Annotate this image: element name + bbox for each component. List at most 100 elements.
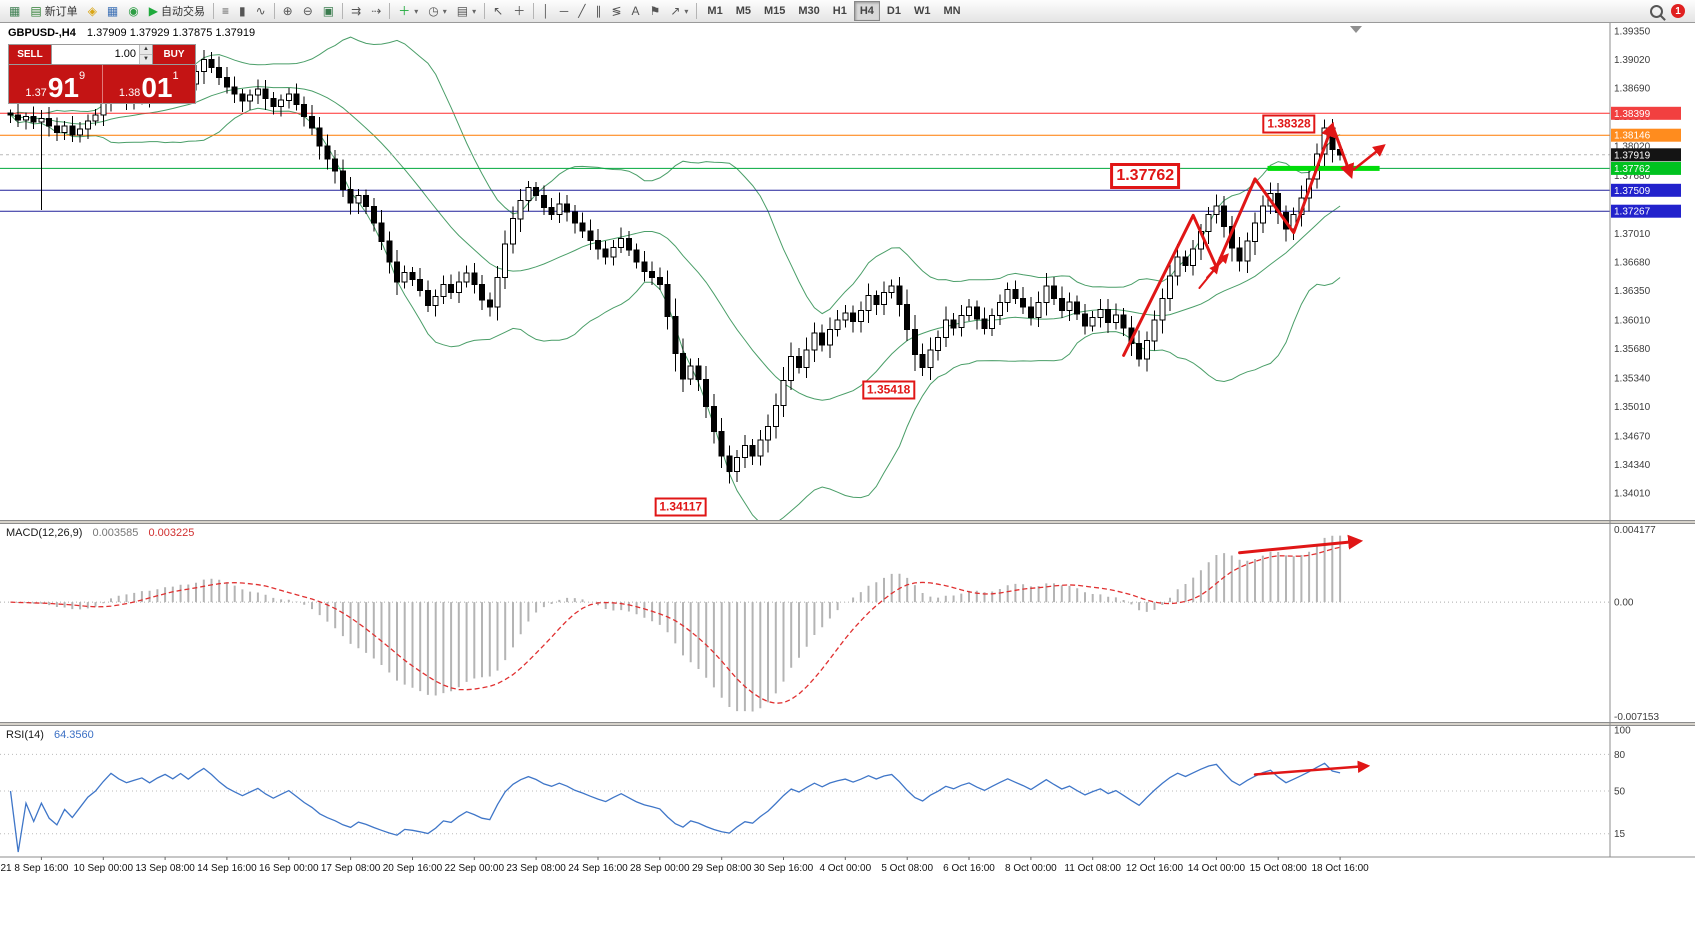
price-annotation-1.35418[interactable]: 1.35418 bbox=[861, 380, 916, 400]
tile-windows-button[interactable]: ▣ bbox=[318, 0, 339, 22]
periods-icon: ◷ bbox=[428, 4, 439, 18]
zoom-in-button[interactable]: ⊕ bbox=[278, 0, 298, 22]
sell-button[interactable]: SELL bbox=[9, 45, 51, 64]
time-axis-label: 17 Sep 08:00 bbox=[321, 863, 381, 874]
time-axis-label: 11 Oct 08:00 bbox=[1064, 863, 1121, 874]
price-axis-label: 1.37010 bbox=[1614, 229, 1651, 240]
trend-arrow[interactable] bbox=[1352, 144, 1386, 171]
navigator-button[interactable]: ▦ bbox=[102, 0, 123, 22]
trendline-button[interactable]: ╱ bbox=[573, 0, 590, 22]
macd-pane[interactable] bbox=[0, 534, 1610, 712]
periods-button[interactable]: ◷ ▾ bbox=[423, 0, 452, 22]
trend-arrow[interactable] bbox=[1122, 121, 1336, 357]
vertical-line-button[interactable]: │ bbox=[537, 0, 555, 22]
auto-trading-button[interactable]: ▶ 自动交易 bbox=[144, 0, 210, 22]
stepper-up-icon[interactable]: ▲ bbox=[140, 45, 152, 55]
shapes-button[interactable]: ↗ ▾ bbox=[665, 0, 693, 22]
crosshair-button[interactable]: ＋ bbox=[508, 0, 530, 22]
fibonacci-button[interactable]: ≶ bbox=[606, 0, 626, 22]
buy-price-button[interactable]: 1.38 01 1 bbox=[102, 65, 195, 103]
channel-button[interactable]: ∥ bbox=[590, 0, 606, 22]
rsi-axis-label: 100 bbox=[1614, 726, 1631, 737]
rsi-trend-arrow[interactable] bbox=[1253, 760, 1371, 776]
auto-scroll-button[interactable]: ⇉ bbox=[346, 0, 366, 22]
cursor-button[interactable]: ↖ bbox=[488, 0, 508, 22]
timeframe-h1-button[interactable]: H1 bbox=[832, 5, 847, 17]
support-highlight-segment[interactable] bbox=[1267, 165, 1380, 171]
macd-axis-zero: 0.00 bbox=[1614, 598, 1634, 609]
stepper-down-icon[interactable]: ▼ bbox=[140, 55, 152, 64]
timeframe-h4-button[interactable]: H4 bbox=[853, 1, 880, 21]
search-icon[interactable] bbox=[1650, 4, 1663, 18]
pane-divider bbox=[0, 520, 1695, 726]
time-axis-label: 4 Oct 00:00 bbox=[819, 863, 871, 874]
bar-chart-button[interactable]: ≡ bbox=[217, 0, 234, 22]
templates-button[interactable]: ▤ ▾ bbox=[452, 0, 481, 22]
indicators-icon: ＋ bbox=[398, 4, 411, 18]
timeframe-m15-button[interactable]: M15 bbox=[763, 5, 786, 17]
time-axis-label: 28 Sep 00:00 bbox=[630, 863, 690, 874]
sell-price-button[interactable]: 1.37 91 9 bbox=[9, 65, 103, 103]
buy-button[interactable]: BUY bbox=[153, 45, 195, 64]
timeframe-d1-button[interactable]: D1 bbox=[886, 5, 901, 17]
price-axis-label: 1.34340 bbox=[1614, 460, 1651, 471]
lot-size-stepper[interactable]: ▲ ▼ bbox=[139, 45, 152, 64]
price-tag bbox=[1611, 183, 1681, 197]
text-button[interactable]: A bbox=[627, 0, 645, 22]
price-axis[interactable]: 1.393501.390201.386901.383601.380201.376… bbox=[1609, 22, 1681, 857]
price-annotation-1.38328[interactable]: 1.38328 bbox=[1262, 114, 1316, 134]
price-axis-label: 1.38020 bbox=[1614, 142, 1651, 153]
price-tag-label: 1.37762 bbox=[1614, 164, 1651, 175]
time-axis-label: 8 Sep 2021 bbox=[0, 863, 12, 874]
timeframe-w1-button[interactable]: W1 bbox=[913, 5, 931, 17]
main-price-pane[interactable] bbox=[0, 26, 1610, 526]
zoom-out-button[interactable]: ⊖ bbox=[298, 0, 318, 22]
time-axis-label: 15 Oct 08:00 bbox=[1250, 863, 1308, 874]
timeframe-m1-button[interactable]: M1 bbox=[707, 5, 723, 17]
chart-shift-marker[interactable] bbox=[1350, 26, 1362, 33]
candlestick-button[interactable]: ▮ bbox=[234, 0, 251, 22]
auto-trading-icon: ▶ bbox=[148, 4, 158, 18]
timeframe-m5-button[interactable]: M5 bbox=[735, 5, 751, 17]
time-axis-label: 29 Sep 08:00 bbox=[692, 863, 752, 874]
horizontal-line-button[interactable]: ─ bbox=[555, 0, 574, 22]
lot-size-value[interactable]: 1.00 bbox=[114, 48, 136, 60]
rsi-axis-label: 80 bbox=[1614, 750, 1626, 761]
new-chart-button[interactable]: ▦ bbox=[4, 0, 25, 22]
shapes-icon: ↗ bbox=[670, 4, 681, 18]
line-chart-button[interactable]: ∿ bbox=[251, 0, 271, 22]
price-tag-label: 1.38146 bbox=[1614, 131, 1651, 142]
price-annotation-1.34117[interactable]: 1.34117 bbox=[654, 497, 708, 517]
marketwatch-button[interactable]: ◈ bbox=[83, 0, 102, 22]
price-tag bbox=[1611, 106, 1681, 120]
time-axis-label: 23 Sep 08:00 bbox=[506, 863, 566, 874]
time-axis-label: 5 Oct 08:00 bbox=[881, 863, 933, 874]
terminal-button[interactable]: ◉ bbox=[123, 0, 143, 22]
sell-price-prefix: 1.37 bbox=[25, 87, 47, 99]
channel-icon: ∥ bbox=[595, 4, 602, 18]
new-order-button[interactable]: ▤ 新订单 bbox=[25, 0, 82, 22]
new-order-button-label: 新订单 bbox=[44, 6, 78, 18]
chart-ohlc-header: GBPUSD-,H4 1.37909 1.37929 1.37875 1.379… bbox=[8, 27, 255, 39]
timeframe-mn-button[interactable]: MN bbox=[943, 5, 961, 17]
macd-trend-arrow[interactable] bbox=[1238, 534, 1364, 555]
timeframe-m30-button[interactable]: M30 bbox=[798, 5, 820, 17]
chart-shift-button[interactable]: ⇢ bbox=[366, 0, 386, 22]
lot-size-field[interactable]: 1.00 ▲ ▼ bbox=[51, 45, 153, 64]
price-axis-label: 1.39020 bbox=[1614, 55, 1651, 66]
label-button[interactable]: ⚑ bbox=[645, 0, 666, 22]
rsi-pane[interactable] bbox=[0, 753, 1610, 853]
chart-shift-icon: ⇢ bbox=[371, 4, 382, 18]
trend-arrow[interactable] bbox=[1330, 123, 1355, 180]
notification-badge[interactable]: 1 bbox=[1671, 4, 1685, 18]
toolbar-separator bbox=[212, 3, 214, 19]
indicators-button[interactable]: ＋ ▾ bbox=[393, 0, 423, 22]
trend-arrow[interactable] bbox=[1198, 263, 1220, 289]
rsi-axis-label: 50 bbox=[1614, 787, 1626, 798]
time-axis-label: 6 Oct 16:00 bbox=[943, 863, 995, 874]
new-order-icon: ▤ bbox=[30, 4, 42, 18]
sell-price-pip: 9 bbox=[78, 70, 86, 82]
price-annotation-1.37762[interactable]: 1.37762 bbox=[1110, 162, 1181, 189]
